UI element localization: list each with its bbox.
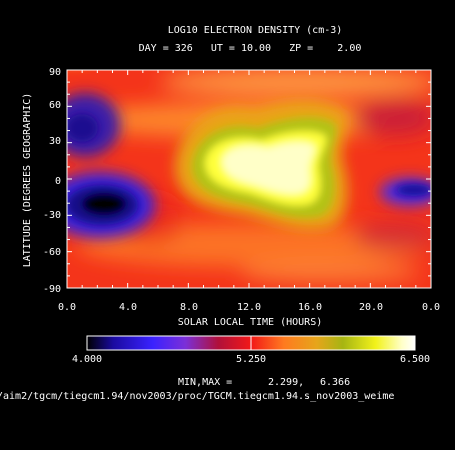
x-axis-label: SOLAR LOCAL TIME (HOURS)	[178, 317, 323, 328]
y-tick-label: 30	[49, 136, 61, 147]
y-tick-label: 90	[49, 67, 61, 78]
y-tick-label: -90	[43, 284, 61, 295]
chart-subtitle: DAY = 326 UT = 10.00 ZP = 2.00	[139, 43, 362, 54]
x-tick-label: 0.0	[422, 302, 440, 313]
x-tick-label: 8.0	[180, 302, 198, 313]
minmax-label: MIN,MAX =	[178, 377, 232, 388]
file-path: /aim2/tgcm/tiegcm1.94/nov2003/proc/TGCM.…	[0, 391, 394, 402]
y-axis: 90 60 30 0 -30 -60 -90 LATITUDE (DEGREES…	[22, 67, 61, 295]
y-axis-label: LATITUDE (DEGREES GEOGRAPHIC)	[22, 93, 33, 268]
x-tick-label: 4.0	[119, 302, 137, 313]
colorbar-min-label: 4.000	[72, 354, 102, 365]
y-tick-label: -30	[43, 210, 61, 221]
heatmap-field	[67, 70, 431, 288]
colorbar-mid-label: 5.250	[236, 354, 266, 365]
y-tick-label: 60	[49, 100, 61, 111]
y-tick-label: 0	[55, 176, 61, 187]
x-tick-label: 12.0	[237, 302, 261, 313]
x-axis: 0.0 4.0 8.0 12.0 16.0 20.0 0.0 SOLAR LOC…	[58, 302, 440, 328]
x-tick-label: 0.0	[58, 302, 76, 313]
minmax-readout: MIN,MAX = 2.299, 6.366	[178, 377, 350, 388]
minmax-max: 6.366	[320, 377, 350, 388]
x-tick-label: 16.0	[298, 302, 322, 313]
minmax-min: 2.299,	[268, 377, 304, 388]
x-tick-label: 20.0	[359, 302, 383, 313]
colorbar-max-label: 6.500	[400, 354, 430, 365]
tick-marks	[66, 69, 432, 350]
chart-title: LOG10 ELECTRON DENSITY (cm-3)	[168, 25, 343, 36]
y-tick-label: -60	[43, 247, 61, 258]
